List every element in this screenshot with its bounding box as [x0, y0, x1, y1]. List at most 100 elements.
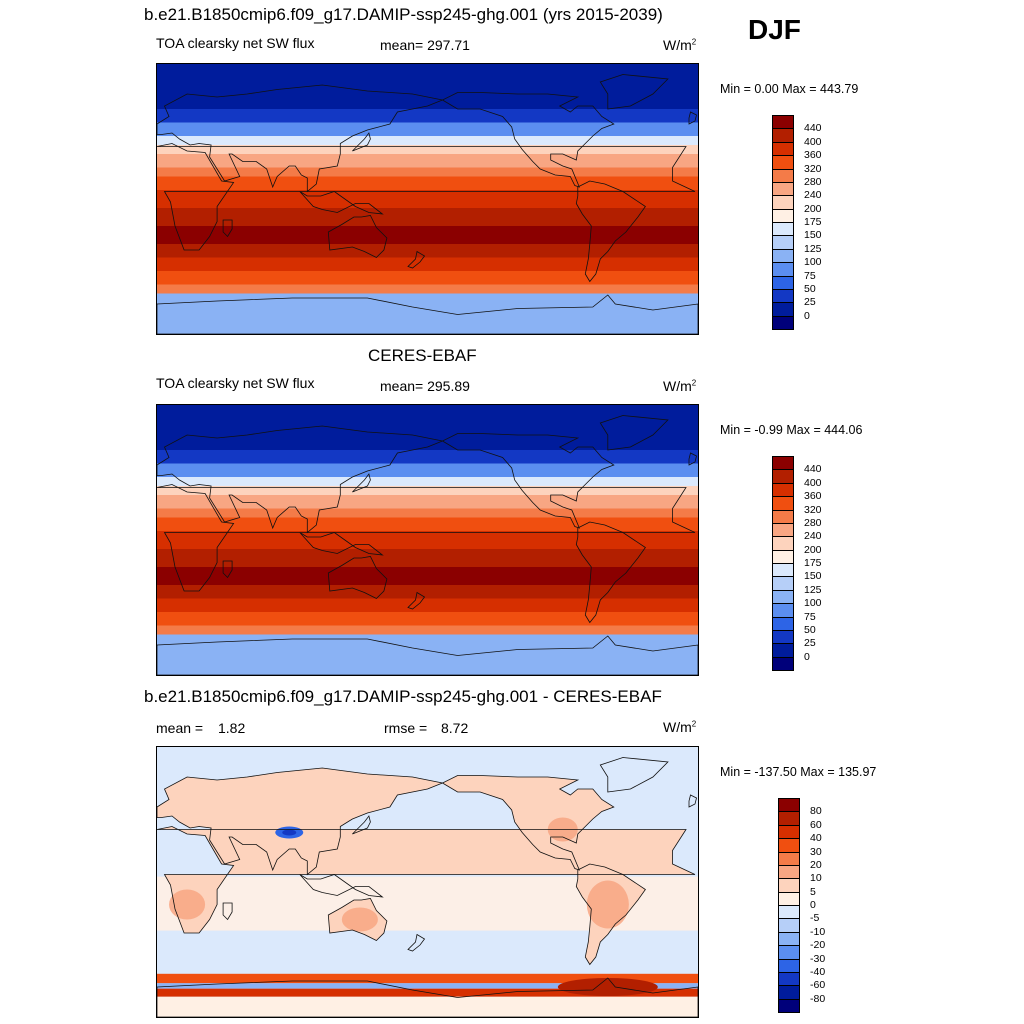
colorbar-swatch: [772, 302, 794, 317]
colorbar-tick-label: 360: [804, 490, 822, 503]
panel2-field: [157, 405, 698, 675]
panel3-units: W/m2: [663, 719, 697, 735]
colorbar-tick-label: 0: [804, 650, 810, 663]
colorbar-tick-label: 280: [804, 175, 822, 188]
colorbar-tick-label: 75: [804, 269, 816, 282]
panel3-rmse-label: rmse =: [384, 720, 428, 736]
panel3-rmse-value: 8.72: [441, 720, 469, 736]
colorbar-tick-label: 320: [804, 162, 822, 175]
colorbar-tick-label: 50: [804, 282, 816, 295]
colorbar-tick-label: 75: [804, 610, 816, 623]
colorbar-swatch: [778, 958, 800, 973]
colorbar-tick-label: 150: [804, 570, 822, 583]
colorbar-swatch: [772, 496, 794, 511]
colorbar-tick-label: 30: [810, 845, 822, 858]
colorbar-swatch: [778, 971, 800, 987]
colorbar-swatch: [772, 643, 794, 658]
panel1-colorbar: 440 400 360 320 280 240 200 175 150 125 100 75 50 25 0: [772, 115, 832, 330]
colorbar-tick-label: 40: [810, 832, 822, 845]
panel1-title: b.e21.B1850cmip6.f09_g17.DAMIP-ssp245-gh…: [144, 5, 663, 24]
colorbar-tick-label: 20: [810, 858, 822, 871]
panel1-field: [157, 64, 698, 334]
panel2-mean: mean= 295.89: [380, 378, 470, 394]
panel3-colorbar: 80 60 40 30 20 10 5 0 -5 -10 -20 -30 -40 -60 -80: [778, 798, 838, 1013]
panel2-map: [156, 404, 699, 676]
colorbar-tick-label: 25: [804, 637, 816, 650]
colorbar-swatch: [778, 838, 800, 853]
colorbar-swatch: [778, 878, 800, 893]
colorbar-swatch: [772, 155, 794, 170]
panel3-map: [156, 746, 699, 1018]
colorbar-swatch: [772, 522, 794, 538]
colorbar-tick-label: 50: [804, 623, 816, 636]
colorbar-tick-label: 400: [804, 476, 822, 489]
colorbar-tick-label: -5: [810, 912, 820, 925]
colorbar-swatch: [772, 589, 794, 605]
panel3-mean-label: mean =: [156, 720, 204, 736]
colorbar-tick-label: 5: [810, 885, 816, 898]
colorbar-swatch: [772, 262, 794, 277]
panel3-mean-value: 1.82: [218, 720, 246, 736]
colorbar-swatch: [772, 181, 794, 197]
colorbar-tick-label: 25: [804, 296, 816, 309]
colorbar-tick-label: 100: [804, 597, 822, 610]
colorbar-swatch: [772, 603, 794, 618]
colorbar-tick-label: 240: [804, 189, 822, 202]
colorbar-swatch: [772, 222, 794, 237]
colorbar-swatch: [772, 288, 794, 304]
colorbar-tick-label: -30: [810, 952, 826, 965]
panel2-minmax: Min = -0.99 Max = 444.06: [720, 423, 863, 437]
colorbar-tick-label: 200: [804, 202, 822, 215]
colorbar-swatch: [772, 509, 794, 524]
colorbar-tick-label: 360: [804, 149, 822, 162]
colorbar-swatch: [778, 811, 800, 826]
colorbar-tick-label: 175: [804, 557, 822, 569]
colorbar-swatch: [778, 864, 800, 880]
panel3-field: [157, 747, 698, 1017]
colorbar-tick-label: 280: [804, 516, 822, 529]
panel1-variable: TOA clearsky net SW flux: [156, 35, 315, 51]
colorbar-swatch: [772, 275, 794, 290]
colorbar-tick-label: 0: [810, 899, 816, 911]
colorbar-swatch: [772, 536, 794, 551]
colorbar-tick-label: 10: [810, 872, 822, 885]
colorbar-tick-label: 175: [804, 216, 822, 228]
colorbar-swatch: [778, 851, 800, 866]
colorbar-tick-label: 400: [804, 135, 822, 148]
colorbar-tick-label: -10: [810, 925, 826, 938]
colorbar-tick-label: 0: [804, 309, 810, 322]
colorbar-swatch: [778, 918, 800, 933]
colorbar-swatch: [772, 656, 794, 671]
colorbar-swatch: [772, 482, 794, 498]
panel2-units: W/m2: [663, 378, 697, 394]
colorbar-swatch: [778, 931, 800, 947]
colorbar-tick-label: 125: [804, 242, 822, 255]
colorbar-swatch: [772, 195, 794, 210]
colorbar-swatch: [778, 998, 800, 1013]
colorbar-tick-label: 440: [804, 122, 822, 135]
panel3-title: b.e21.B1850cmip6.f09_g17.DAMIP-ssp245-gh…: [144, 687, 662, 706]
colorbar-tick-label: 440: [804, 463, 822, 476]
colorbar-swatch: [772, 576, 794, 591]
colorbar-swatch: [772, 128, 794, 143]
colorbar-swatch: [772, 469, 794, 484]
colorbar-swatch: [772, 616, 794, 631]
colorbar-swatch: [778, 891, 800, 906]
colorbar-tick-label: -40: [810, 965, 826, 978]
colorbar-tick-label: 240: [804, 530, 822, 543]
colorbar-tick-label: -60: [810, 979, 826, 992]
colorbar-tick-label: 125: [804, 583, 822, 596]
colorbar-tick-label: 150: [804, 229, 822, 242]
colorbar-swatch: [772, 168, 794, 183]
colorbar-swatch: [778, 824, 800, 840]
panel1-units: W/m2: [663, 37, 697, 53]
colorbar-tick-label: 200: [804, 543, 822, 556]
colorbar-swatch: [778, 798, 800, 813]
colorbar-swatch: [772, 563, 794, 578]
colorbar-swatch: [772, 115, 794, 130]
colorbar-tick-label: 80: [810, 805, 822, 818]
colorbar-swatch: [772, 235, 794, 250]
colorbar-swatch: [772, 208, 794, 223]
colorbar-swatch: [772, 456, 794, 471]
colorbar-swatch: [772, 315, 794, 330]
